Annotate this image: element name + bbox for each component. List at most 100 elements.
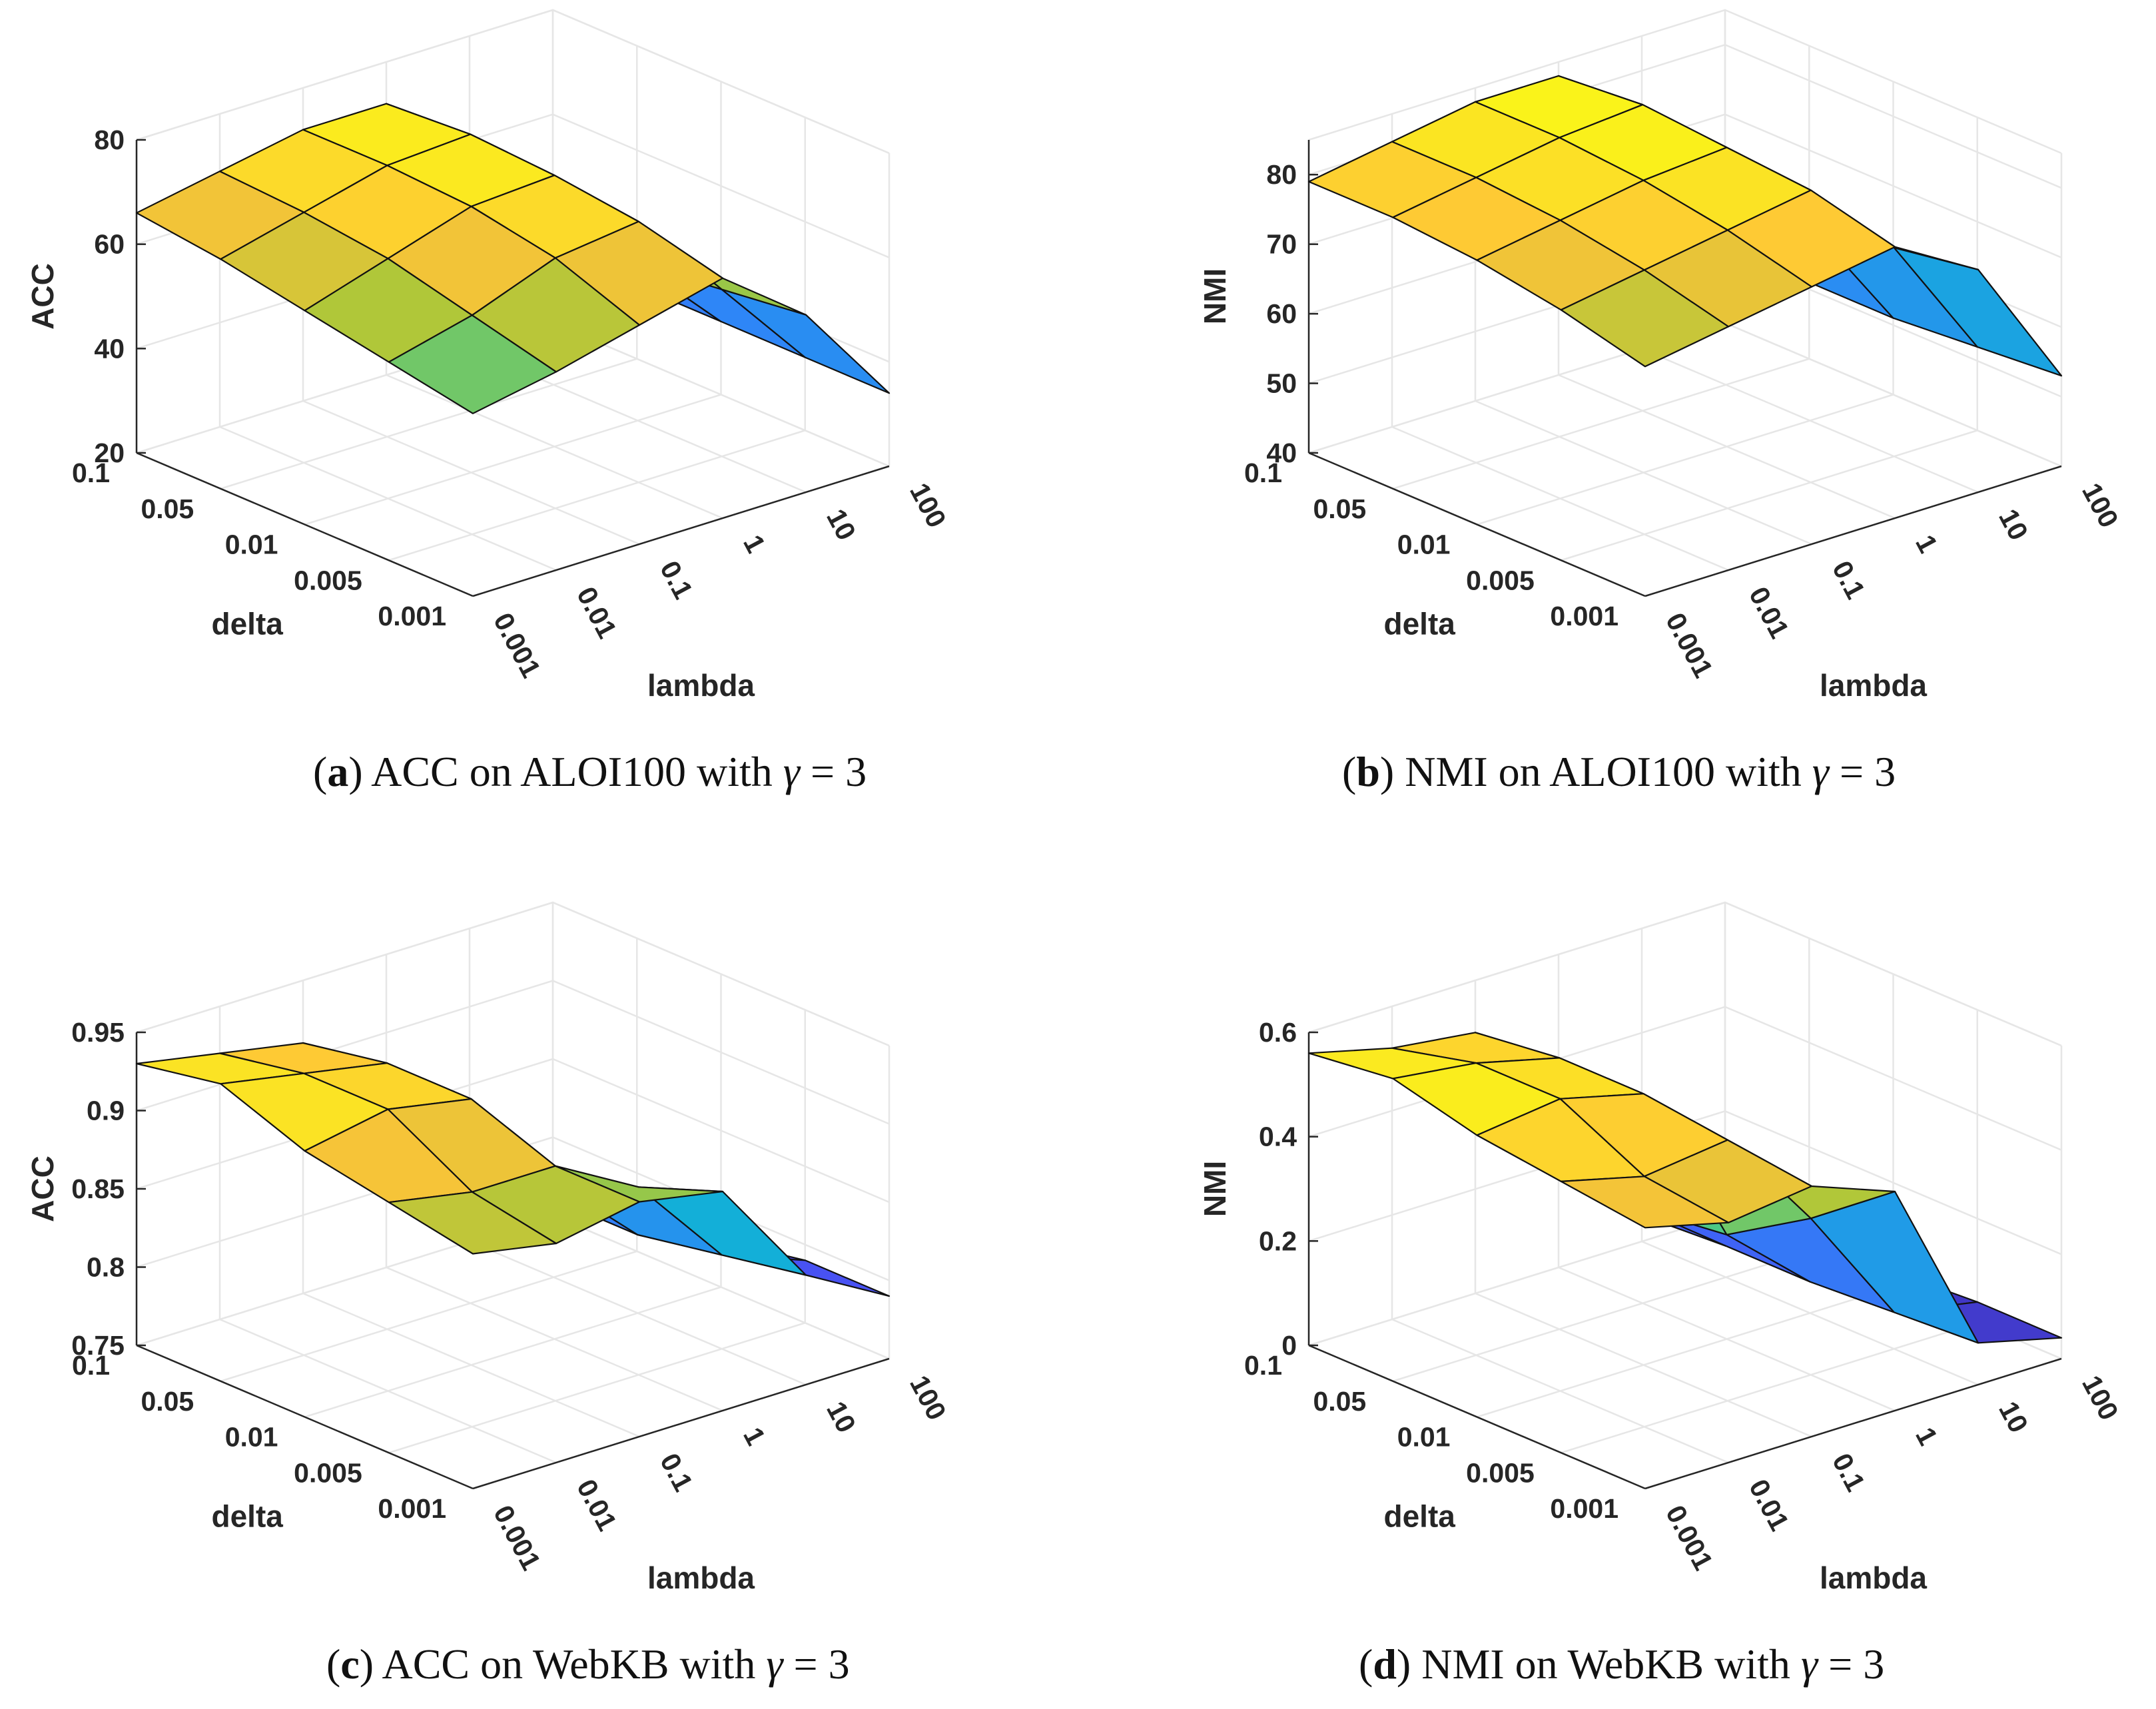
surface: [135, 103, 891, 414]
z-tick-label: 0.75: [71, 1330, 125, 1361]
wall-gridline: [1308, 1110, 2062, 1255]
delta-tick-label: 0.01: [1397, 1422, 1451, 1453]
floor-gridline: [304, 394, 721, 525]
floor-gridline: [1475, 1292, 1812, 1438]
z-tick-label: 0.85: [71, 1174, 125, 1204]
delta-tick-label: 0.001: [1550, 1493, 1618, 1524]
lambda-axis: [1644, 1357, 2062, 1490]
floor-gridline: [1477, 394, 1894, 525]
delta-axis: [136, 452, 474, 597]
caption-d: (d) NMI on WebKB with γ = 3: [1359, 1640, 1884, 1688]
lambda-tick-label: 0.001: [1660, 1501, 1719, 1575]
z-tick-label: 60: [94, 229, 125, 260]
floor-gridline: [388, 430, 806, 561]
floor-gridline: [1477, 1286, 1894, 1418]
z-tick-label: 60: [1266, 298, 1297, 329]
lambda-tick-label: 0.01: [571, 1475, 623, 1536]
floor-gridline: [302, 400, 640, 545]
floor-gridline: [1641, 348, 1979, 494]
delta-axis-label: delta: [212, 1499, 284, 1534]
delta-tick-label: 0.01: [225, 1422, 278, 1453]
floor-gridline: [1641, 1240, 1979, 1386]
delta-tick-label: 0.005: [294, 565, 362, 595]
lambda-tick-label: 1: [1910, 530, 1944, 558]
surface-plot-acc-webkb: 0.75 0.8 0.85 0.9 0.95 ACC 0.1 0.05 0.01 0.005 0.0…: [25, 901, 952, 1595]
wall-gridline: [1308, 901, 2062, 1047]
caption-c: (c) ACC on WebKB with γ = 3: [326, 1640, 850, 1688]
floor-gridline: [1561, 1322, 1978, 1454]
panel-b: 40 50 60 70 80 NMI 0.1 0.05 0.01 0.005 0.001 delta 0…: [1198, 9, 2125, 795]
wall-gridline: [136, 901, 890, 1047]
lambda-axis-label: lambda: [1820, 668, 1927, 703]
z-tick-label: 80: [94, 125, 125, 155]
lambda-tick-label: 100: [904, 478, 952, 533]
lambda-tick-label: 100: [904, 1371, 952, 1425]
z-axis-label: ACC: [25, 1156, 60, 1222]
lambda-tick-label: 0.01: [1743, 582, 1795, 643]
lambda-axis: [1644, 465, 2062, 597]
floor-gridline: [1391, 426, 1729, 571]
floor-gridline: [304, 1286, 721, 1418]
z-tick-label: 0.95: [71, 1017, 125, 1048]
wall-top-edge: [136, 9, 890, 155]
z-axis-label: NMI: [1198, 268, 1232, 324]
z-axis-label: ACC: [25, 263, 60, 330]
z-tick-label: 0.9: [87, 1096, 125, 1126]
wall-gridline: [136, 1136, 890, 1281]
floor-gridline: [219, 1318, 557, 1464]
surface: [135, 1042, 891, 1297]
lambda-tick-label: 1: [1910, 1423, 1944, 1451]
delta-axis-label: delta: [1384, 607, 1456, 641]
surface: [1307, 1032, 2063, 1344]
z-tick-label: 0.4: [1259, 1122, 1297, 1152]
surface-plot-nmi-aloi100: 40 50 60 70 80 NMI 0.1 0.05 0.01 0.005 0.001 delta 0…: [1198, 9, 2125, 703]
z-tick-label: 0.8: [87, 1252, 125, 1283]
lambda-tick-label: 1: [737, 1423, 771, 1451]
surface-facet: [1560, 1176, 1730, 1229]
delta-tick-label: 0.001: [1550, 601, 1618, 631]
delta-tick-label: 0.01: [1397, 529, 1451, 560]
wall-top-edge: [1308, 901, 2062, 1047]
wall-top-edge: [136, 901, 890, 1047]
lambda-tick-label: 10: [821, 504, 862, 545]
wall-gridline: [1308, 1214, 2062, 1360]
z-tick-label: 0.2: [1259, 1225, 1297, 1256]
delta-tick-label: 0.05: [1313, 1386, 1366, 1417]
lambda-axis-label: lambda: [1820, 1560, 1927, 1595]
grid: [135, 901, 891, 1490]
delta-tick-label: 0.001: [378, 1493, 446, 1524]
delta-tick-label: 0.05: [141, 494, 194, 524]
delta-axis: [136, 1344, 474, 1490]
panel-a: 20 40 60 80 ACC 0.1 0.05 0.01 0.005 0.001 delta 0.0…: [25, 9, 952, 795]
floor-gridline: [1392, 358, 1810, 490]
wall-top-edge: [1308, 9, 2062, 155]
floor-gridline: [1392, 1250, 1810, 1382]
z-tick-label: 70: [1266, 229, 1297, 260]
wall-gridline: [136, 9, 890, 155]
z-tick-label: 20: [94, 438, 125, 468]
delta-axis-label: delta: [1384, 1499, 1456, 1534]
floor-gridline: [1558, 374, 1896, 519]
lambda-tick-label: 0.001: [488, 608, 547, 683]
z-tick-label: 0: [1281, 1330, 1297, 1361]
lambda-tick-label: 0.1: [654, 556, 699, 604]
lambda-tick-label: 10: [1993, 1397, 2034, 1438]
floor-gridline: [219, 426, 557, 571]
lambda-axis-label: lambda: [647, 668, 755, 703]
floor-gridline: [1475, 400, 1812, 545]
lambda-tick-label: 10: [821, 1397, 862, 1438]
delta-tick-label: 0.05: [1313, 494, 1366, 524]
lambda-tick-label: 1: [737, 530, 771, 558]
lambda-tick-label: 0.01: [1743, 1475, 1795, 1536]
delta-tick-label: 0.1: [72, 1350, 110, 1381]
z-tick-label: 40: [1266, 438, 1297, 468]
lambda-tick-label: 0.01: [571, 582, 623, 643]
delta-tick-label: 0.001: [378, 601, 446, 631]
surface-plot-acc-aloi100: 20 40 60 80 ACC 0.1 0.05 0.01 0.005 0.001 delta 0.0…: [25, 9, 952, 703]
lambda-axis-label: lambda: [647, 1560, 755, 1595]
lambda-tick-label: 0.001: [1660, 608, 1719, 683]
lambda-tick-label: 10: [1993, 504, 2034, 545]
lambda-tick-label: 0.1: [654, 1449, 699, 1497]
z-tick-label: 0.6: [1259, 1017, 1297, 1048]
delta-tick-label: 0.005: [1466, 1457, 1535, 1488]
